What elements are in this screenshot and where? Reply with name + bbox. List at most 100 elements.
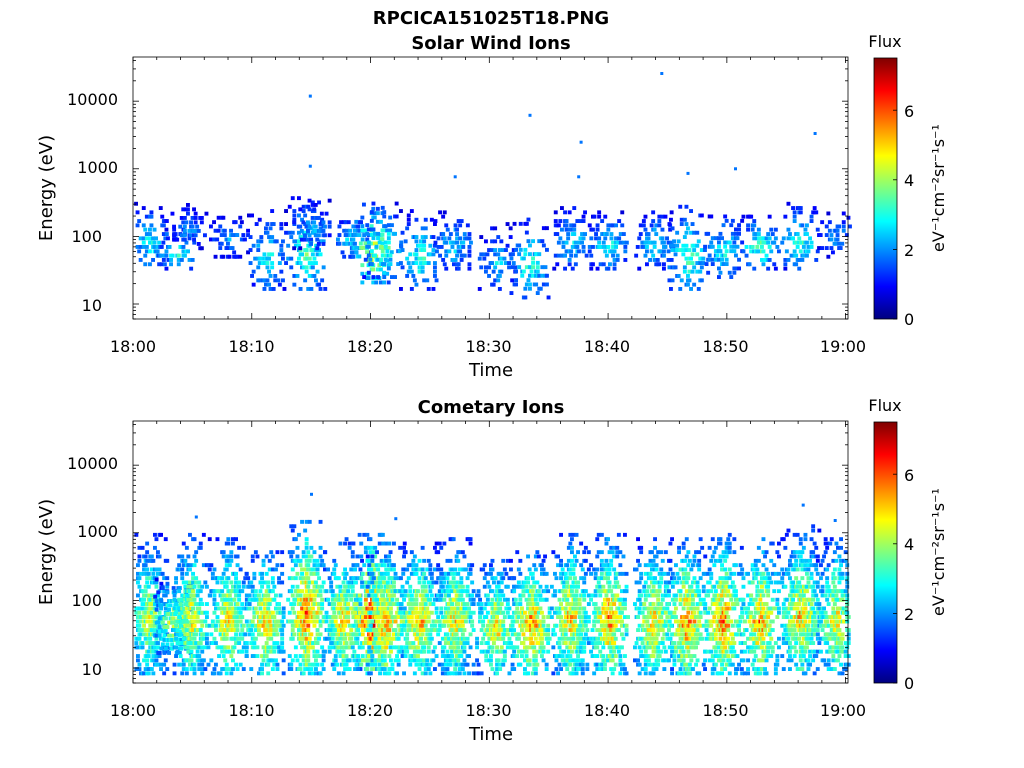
spectrogram-cell	[531, 265, 535, 270]
spectrogram-cell	[194, 576, 199, 581]
spectrogram-cell	[316, 233, 321, 238]
spectrogram-cell	[564, 240, 569, 245]
spectrogram-cell	[385, 580, 390, 585]
spectrogram-cell	[371, 623, 376, 628]
spectrogram-cell	[247, 632, 252, 637]
spectrogram-cell	[489, 623, 493, 628]
spectrogram-cell	[238, 254, 243, 259]
spectrogram-cell	[520, 606, 524, 611]
spectrogram-cell	[184, 220, 189, 225]
spectrogram-cell	[533, 667, 538, 671]
spectrogram-cell	[618, 232, 623, 236]
spectrogram-cell	[423, 261, 428, 265]
spectrogram-cell	[327, 628, 332, 632]
spectrogram-cell	[340, 632, 344, 637]
spectrogram-cell	[439, 610, 444, 615]
spectrogram-cell	[244, 641, 249, 645]
spectrogram-cell	[259, 256, 264, 261]
spectrogram-cell	[489, 654, 493, 658]
spectrogram-cell	[527, 645, 532, 650]
spectrogram-cell	[396, 262, 401, 266]
spectrogram-cell	[235, 667, 240, 671]
spectrogram-cell	[231, 658, 235, 663]
spectrogram-cell	[340, 645, 344, 650]
spectrogram-cell	[195, 615, 200, 619]
colorbar-tick-label: 6	[904, 102, 914, 121]
spectrogram-cell	[422, 278, 427, 283]
spectrogram-cell	[163, 658, 168, 663]
spectrogram-cell	[338, 584, 343, 589]
spectrogram-cell	[243, 237, 247, 242]
spectrogram-cell	[536, 610, 541, 615]
spectrogram-cell	[175, 649, 180, 654]
spectrogram-cell	[210, 571, 215, 576]
spectrogram-cell	[307, 636, 312, 641]
spectrogram-cell	[538, 593, 543, 598]
spectrogram-cell	[457, 584, 462, 589]
spectrogram-cell	[447, 249, 452, 254]
spectrogram-cell	[238, 610, 243, 615]
spectrogram-cell	[411, 602, 416, 606]
spectrogram-cell	[164, 616, 168, 621]
spectrogram-cell	[295, 593, 300, 598]
spectrogram-cell	[268, 287, 273, 291]
spectrogram-cell	[523, 286, 528, 291]
spectrogram-cell	[363, 602, 368, 606]
spectrogram-cell	[732, 249, 737, 254]
spectrogram-cell	[337, 224, 342, 229]
spectrogram-cell	[535, 628, 540, 632]
spectrogram-cell	[496, 580, 501, 585]
spectrogram-cell	[436, 615, 441, 619]
spectrogram-cell	[159, 662, 163, 667]
spectrogram-cell	[396, 636, 401, 641]
spectrogram-cell	[206, 563, 211, 568]
spectrogram-cell	[321, 563, 326, 568]
spectrogram-cell	[317, 584, 321, 589]
spectrogram-cell	[154, 580, 159, 585]
spectrogram-cell	[414, 217, 419, 222]
spectrogram-cell	[320, 662, 325, 667]
spectrogram-cell	[366, 240, 371, 245]
spectrogram-cell	[366, 227, 371, 232]
spectrogram-cell	[456, 606, 461, 611]
spectrogram-cell	[289, 265, 294, 270]
spectrogram-cell	[200, 623, 205, 628]
spectrogram-cell	[563, 253, 567, 258]
spectrogram-cell	[219, 233, 224, 237]
spectrogram-cell	[177, 586, 182, 590]
spectrogram-cell	[280, 632, 285, 637]
spectrogram-cell	[490, 597, 495, 602]
spectrogram-cell	[746, 223, 750, 228]
spectrogram-cell	[157, 625, 162, 629]
spectrogram-cell	[174, 623, 178, 628]
spectrogram-cell	[377, 597, 382, 602]
spectrogram-cell	[499, 602, 504, 606]
spectrogram-cell	[540, 239, 545, 244]
spectrogram-cell	[601, 245, 606, 249]
spectrogram-cell	[273, 274, 278, 278]
spectrogram-cell	[459, 606, 464, 611]
spectrogram-cell	[841, 228, 846, 233]
spectrogram-cell	[464, 567, 468, 572]
spectrogram-cell	[459, 628, 464, 632]
spectrogram-cell	[365, 237, 370, 242]
spectrogram-cell	[229, 558, 234, 563]
spectrogram-cell	[262, 278, 267, 283]
spectrogram-cell	[232, 615, 237, 619]
spectrogram-cell	[260, 654, 264, 658]
spectrogram-cell	[456, 602, 461, 606]
spectrogram-cell	[458, 236, 463, 241]
spectrogram-cell	[183, 253, 187, 258]
spectrogram-cell	[382, 563, 387, 568]
spectrogram-cell	[372, 584, 376, 589]
spectrogram-cell	[241, 606, 246, 611]
spectrogram-cell	[450, 567, 454, 572]
spectrogram-cell	[381, 541, 386, 546]
spectrogram-cell	[145, 567, 150, 572]
spectrogram-cell	[597, 214, 602, 219]
spectrogram-cell	[363, 615, 368, 619]
spectrogram-cell	[420, 615, 425, 619]
spectrogram-cell	[706, 231, 711, 236]
spectrogram-cell	[182, 233, 187, 238]
spectrogram-cell	[720, 257, 724, 262]
